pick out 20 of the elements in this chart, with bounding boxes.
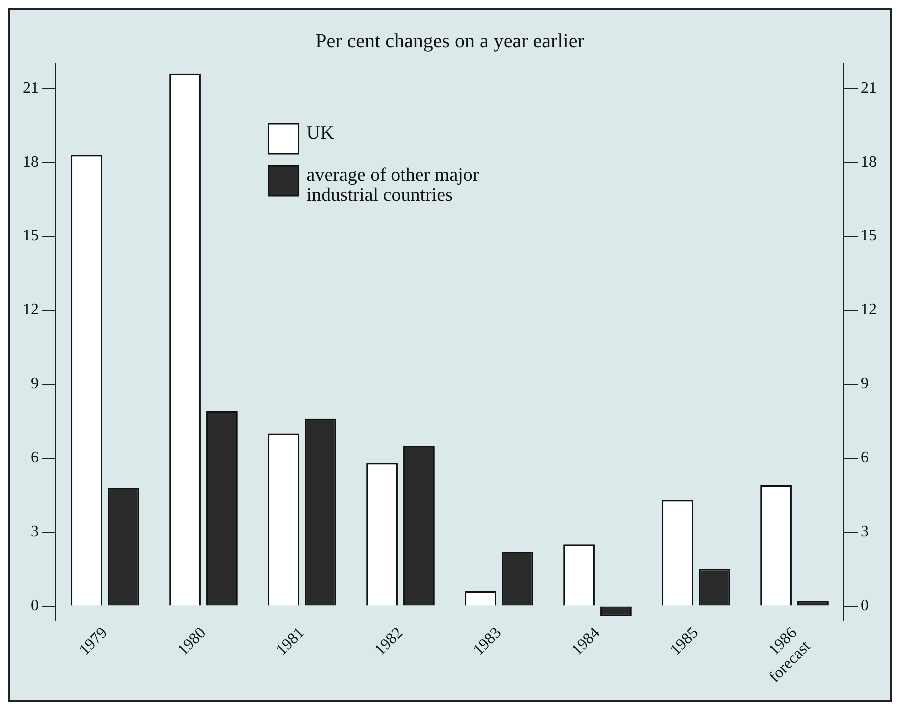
y-tick-label: 15 <box>23 228 39 245</box>
y2-tick-label: 12 <box>861 302 877 319</box>
y-tick-label: 3 <box>31 524 39 541</box>
y2-tick-label: 15 <box>861 228 877 245</box>
y-tick-label: 21 <box>23 80 39 97</box>
y-tick-label: 9 <box>31 376 39 393</box>
legend-label: UK <box>306 122 334 144</box>
y2-tick-label: 21 <box>861 80 877 97</box>
y2-tick-label: 6 <box>861 450 869 467</box>
chart-title: Per cent changes on a year earlier <box>316 30 585 52</box>
y2-tick-label: 18 <box>861 154 877 171</box>
y2-tick-label: 9 <box>861 376 869 393</box>
y-tick-label: 0 <box>31 597 39 614</box>
y2-tick-label: 3 <box>861 524 869 541</box>
x-tick-label: 1981 <box>273 624 308 660</box>
y-tick-label: 12 <box>23 302 39 319</box>
y-tick-label: 18 <box>23 154 39 171</box>
legend-label: average of other major industrial countries <box>306 164 480 206</box>
y2-tick-label: 0 <box>861 597 869 614</box>
y-tick-label: 6 <box>31 450 39 467</box>
